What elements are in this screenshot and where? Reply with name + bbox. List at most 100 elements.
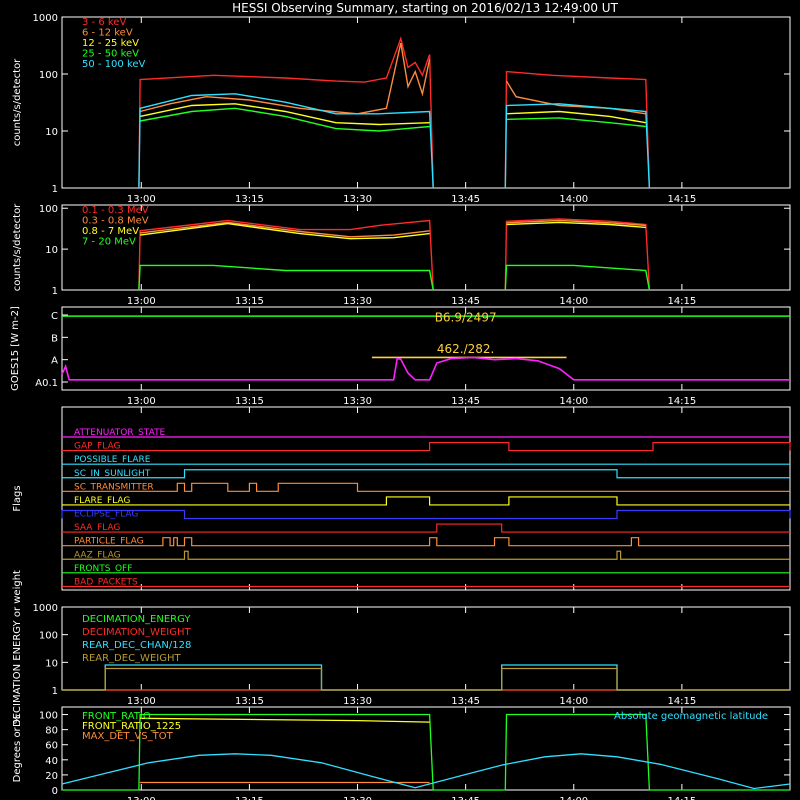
series-line	[506, 110, 646, 124]
x-tick-label: 13:30	[343, 194, 372, 205]
count-rates-low-frame	[61, 16, 791, 189]
series-line	[140, 717, 430, 723]
flag-label: FLARE_FLAG	[74, 496, 130, 506]
y-tick-label: A0.1	[35, 378, 58, 389]
y-axis-label: Flags	[12, 485, 23, 511]
y-axis-label: DECIMATION ENERGY or weight	[12, 570, 23, 727]
x-tick-label: 14:00	[559, 296, 588, 307]
flag-label: POSSIBLE_FLARE	[74, 455, 151, 465]
flag-label: AAZ_FLAG	[74, 550, 121, 560]
count-rates-high-panel: 13:00 13:15 13:30 13:45 14:00 14:15 1 10 100 coun…	[12, 203, 791, 307]
legend-entry: MAX_DET_VS_TOT	[82, 731, 174, 742]
y-tick-label: C	[51, 311, 58, 322]
y-tick-label: 100	[39, 711, 58, 722]
legend-entry: REAR_DEC_WEIGHT	[82, 653, 181, 664]
goes-flux-panel: 13:00 13:15 13:30 13:45 14:00 14:15 A0.1 A BC GOE…	[10, 306, 791, 407]
flag-label: ATTENUATOR_STATE	[74, 428, 166, 438]
goes-annotation: 462./282.	[437, 342, 494, 356]
y-tick-label: 1	[52, 286, 58, 297]
legend-entry: 25 - 50 keV	[82, 49, 139, 60]
x-tick-label: 14:15	[667, 796, 696, 800]
y-tick-label: 100	[39, 204, 58, 215]
x-tick-label: 13:00	[127, 796, 156, 800]
ratios-panel: 13:00 13:15 13:30 13:45 14:00 14:15 0 20 40 60 80 1…	[12, 706, 791, 800]
y-axis-label: GOES15 [W m-2]	[10, 306, 21, 391]
x-tick-label: 13:30	[343, 396, 372, 407]
x-tick-label: 13:00	[127, 194, 156, 205]
flag-label: SAA_FLAG	[74, 523, 120, 533]
series-line	[506, 221, 646, 229]
x-tick-label: 14:15	[667, 396, 696, 407]
x-tick-label: 13:45	[451, 696, 480, 707]
y-tick-label: 1	[52, 686, 58, 697]
x-tick-label: 13:15	[235, 296, 264, 307]
legend-entry: 0.8 - 7 MeV	[82, 226, 139, 237]
chart-title: HESSI Observing Summary, starting on 201…	[232, 1, 618, 15]
y-tick-label: 10	[45, 658, 58, 669]
right-axis-label: Absolute geomagnetic latitude	[614, 711, 768, 722]
x-tick-label: 14:00	[559, 194, 588, 205]
series-line	[138, 219, 434, 291]
x-tick-label: 14:15	[667, 696, 696, 707]
series-line	[139, 107, 430, 132]
series-line	[139, 103, 430, 126]
x-tick-label: 13:30	[343, 796, 372, 800]
series-line	[138, 264, 434, 291]
y-tick-label: 100	[39, 70, 58, 81]
legend-entry: 6 - 12 keV	[82, 28, 133, 39]
series-line	[138, 36, 434, 189]
x-tick-label: 13:00	[127, 396, 156, 407]
decimation-panel: 13:00 13:15 13:30 13:45 14:00 14:15 1 10 100 1000…	[12, 570, 791, 727]
flag-line	[62, 469, 790, 479]
flags-frame	[61, 406, 791, 591]
flag-label: FRONTS_OFF	[74, 564, 132, 574]
x-tick-label: 13:30	[343, 696, 372, 707]
x-tick-label: 13:45	[451, 296, 480, 307]
legend-entry: 12 - 25 keV	[82, 38, 139, 49]
y-tick-label: 1000	[33, 603, 58, 614]
legend-entry: 3 - 6 keV	[82, 17, 126, 28]
y-axis-label: counts/s/detector	[12, 203, 23, 291]
series-line	[62, 713, 790, 791]
x-tick-label: 13:30	[343, 296, 372, 307]
y-tick-label: 80	[45, 726, 58, 737]
series-line	[504, 70, 651, 189]
y-tick-label: 40	[45, 756, 58, 767]
y-tick-label: 60	[45, 741, 58, 752]
flags-panel: Flags ATTENUATOR_STATE GAP_FLAG POSSIBLE_FL…	[12, 406, 791, 591]
count-rates-high-frame	[61, 204, 791, 291]
flag-label: ECLIPSE_FLAG	[74, 510, 138, 520]
x-tick-label: 13:45	[451, 796, 480, 800]
flag-line	[62, 482, 790, 492]
y-axis-label: Degrees or %	[12, 715, 23, 783]
legend-entry: DECIMATION_WEIGHT	[82, 627, 191, 638]
legend-entry: 0.1 - 0.3 MeV	[82, 205, 149, 216]
legend-entry: FRONT_RATIO_1225	[82, 721, 181, 732]
series-line	[504, 103, 651, 189]
y-tick-label: 10	[45, 127, 58, 138]
series-line	[61, 753, 791, 790]
x-tick-label: 13:15	[235, 396, 264, 407]
x-tick-label: 13:15	[235, 194, 264, 205]
series-line	[506, 219, 646, 227]
y-tick-label: 1	[52, 184, 58, 195]
x-tick-label: 14:00	[559, 796, 588, 800]
series-line	[138, 93, 434, 189]
x-tick-label: 13:15	[235, 796, 264, 800]
flag-line	[62, 550, 790, 560]
series-line	[504, 218, 651, 291]
x-tick-label: 13:00	[127, 296, 156, 307]
series-line	[140, 221, 430, 238]
ratios-frame	[61, 706, 791, 791]
legend-entry: 7 - 20 MeV	[82, 237, 136, 248]
y-axis-label: counts/s/detector	[12, 58, 23, 146]
series-line	[506, 117, 646, 128]
x-tick-label: 14:00	[559, 696, 588, 707]
legend-entry: REAR_DEC_CHAN/128	[82, 640, 191, 651]
goes-flux-frame	[61, 306, 791, 391]
series-line	[504, 264, 651, 291]
flag-label: SC_IN_SUNLIGHT	[74, 469, 151, 479]
goes-annotation: B6.9/2497	[435, 311, 497, 325]
